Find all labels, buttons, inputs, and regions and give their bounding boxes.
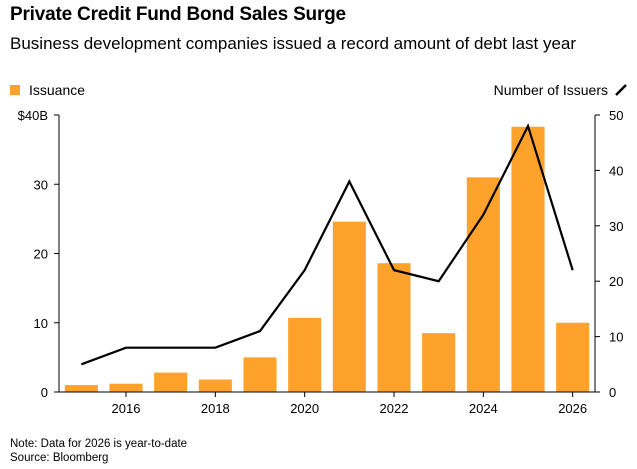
bar-2025 (511, 126, 545, 393)
x-tick-label: 2022 (380, 401, 409, 416)
legend-issuers-label: Number of Issuers (493, 82, 608, 98)
x-tick-label: 2016 (112, 401, 141, 416)
right-tick-label: 20 (609, 274, 623, 289)
left-tick-label: 20 (34, 247, 48, 262)
right-tick-label: 50 (609, 108, 623, 123)
bar-2021 (332, 221, 366, 392)
bar-2019 (243, 357, 277, 392)
legend-issuers: Number of Issuers (494, 82, 627, 98)
x-tick-label: 2024 (469, 401, 498, 416)
line-swatch-icon (615, 84, 627, 96)
left-tick-label: 30 (34, 177, 48, 192)
footer-note: Note: Data for 2026 is year-to-date (10, 438, 188, 450)
footer-source: Source: Bloomberg (10, 452, 109, 464)
legend-issuance-label: Issuance (29, 82, 86, 98)
issuers-line (80, 123, 574, 366)
bar-2026 (556, 322, 590, 392)
left-tick-label: $40B (18, 108, 48, 123)
left-tick-label: 0 (41, 385, 48, 400)
bar-2016 (109, 383, 143, 392)
left-tick-label: 10 (34, 316, 48, 331)
bar-2018 (198, 379, 232, 392)
x-tick-label: 2020 (290, 401, 319, 416)
bar-swatch-icon (10, 85, 20, 95)
right-tick-label: 10 (609, 330, 623, 345)
right-tick-label: 30 (609, 219, 623, 234)
chart-title: Private Credit Fund Bond Sales Surge (10, 4, 346, 25)
bar-2015 (64, 385, 98, 392)
bar-series (64, 126, 590, 393)
chart-subtitle: Business development companies issued a … (10, 34, 577, 53)
x-tick-label: 2026 (558, 401, 587, 416)
bar-2020 (288, 317, 322, 392)
legend-issuance: Issuance (10, 82, 85, 98)
right-tick-label: 40 (609, 163, 623, 178)
footer: Note: Data for 2026 is year-to-date Sour… (10, 437, 187, 465)
x-tick-label: 2018 (201, 401, 230, 416)
bar-2022 (377, 263, 411, 392)
bar-2023 (422, 333, 456, 392)
bar-2017 (154, 372, 188, 392)
right-tick-label: 0 (609, 385, 616, 400)
axes: 0 10 20 30 $40B 0 10 20 30 40 50 2016 2018 2020 2022 20… (18, 108, 624, 416)
bar-2024 (466, 177, 500, 392)
line-series (80, 123, 574, 366)
